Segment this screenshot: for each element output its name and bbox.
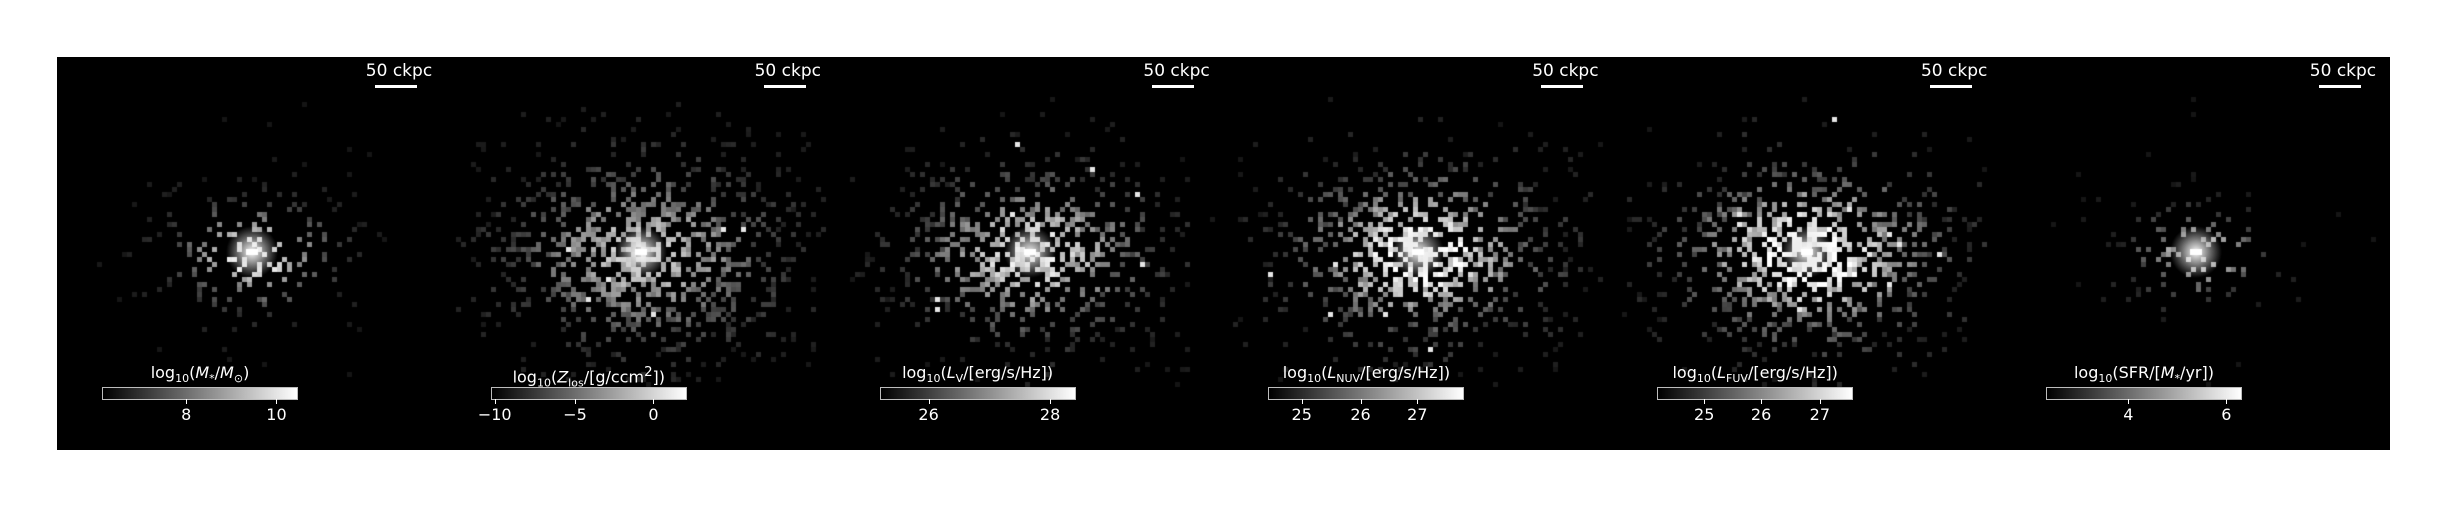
scalebar-line: [1152, 85, 1195, 88]
scalebar-label: 50 ckpc: [1920, 61, 1988, 81]
scalebar-line: [1929, 85, 1972, 88]
colorbar-gradient: [1268, 387, 1465, 400]
colorbar-tick-label: 0: [648, 405, 659, 424]
colorbar-tick: [1704, 399, 1706, 404]
colorbar-tick: [2128, 399, 2130, 404]
scalebar-label: 50 ckpc: [1143, 61, 1210, 81]
scalebar-label: 50 ckpc: [1532, 61, 1599, 81]
colorbar-tick-label: 25: [1694, 405, 1715, 424]
colorbar-tick: [186, 399, 188, 404]
colorbar-tick-label: 26: [1750, 405, 1772, 424]
scalebar-line: [2318, 85, 2361, 88]
colorbar-tick-label: 25: [1291, 405, 1312, 424]
panel-stellar-mass: 50 ckpc log10(M*/M⊙) 8 10: [57, 57, 446, 450]
panel-metallicity: 50 ckpc log10(Zlos/[g/ccm2]) −10 −5 0: [445, 57, 835, 450]
luminosity-nuv-map: [1223, 57, 1612, 450]
colorbar-tick: [1360, 399, 1362, 404]
scalebar-label: 50 ckpc: [754, 61, 821, 81]
colorbar-gradient: [879, 387, 1076, 400]
colorbar-label: log10(SFR/[M*/yr]): [2073, 363, 2214, 386]
scalebar: 50 ckpc: [1920, 61, 1988, 88]
metallicity-map: [445, 57, 834, 450]
scalebar-line: [763, 85, 806, 88]
colorbar-tick-label: 4: [2123, 405, 2134, 424]
colorbar-tick-label: 10: [266, 405, 287, 424]
colorbar-gradient: [490, 387, 687, 400]
colorbar-tick: [1761, 399, 1763, 404]
colorbar-tick: [1819, 399, 1821, 404]
panel-luminosity-v: 50 ckpc log10(LV/[erg/s/Hz]) 26 28: [834, 57, 1224, 450]
colorbar-tick: [276, 399, 278, 404]
stellar-mass-map: [57, 57, 445, 450]
scalebar: 50 ckpc: [1143, 61, 1210, 88]
colorbar-gradient: [1657, 387, 1854, 400]
panel-luminosity-nuv: 50 ckpc log10(LNUV/[erg/s/Hz]) 25 26 27: [1223, 57, 1612, 450]
colorbar-tick-label: 26: [1350, 405, 1371, 424]
colorbar-tick: [1301, 399, 1303, 404]
colorbar-tick: [653, 399, 655, 404]
colorbar-tick-label: 27: [1407, 405, 1428, 424]
colorbar-tick: [575, 399, 577, 404]
scalebar: 50 ckpc: [754, 61, 821, 88]
colorbar-tick: [1417, 399, 1419, 404]
scalebar-label: 50 ckpc: [365, 61, 433, 81]
colorbar-tick-label: 6: [2221, 405, 2232, 424]
colorbar-tick: [1050, 399, 1052, 404]
colorbar-tick: [494, 399, 496, 404]
colorbar-label: log10(LV/[erg/s/Hz]): [902, 363, 1054, 386]
luminosity-fuv-map: [1612, 57, 2001, 450]
colorbar-tick-label: 8: [181, 405, 192, 424]
colorbar-tick-label: 26: [918, 405, 939, 424]
colorbar-tick: [2226, 399, 2228, 404]
colorbar-tick-label: −5: [563, 405, 587, 424]
scalebar-line: [1541, 85, 1584, 88]
luminosity-v-map: [834, 57, 1223, 450]
colorbar-label: log10(LNUV/[erg/s/Hz]): [1282, 363, 1451, 386]
panel-luminosity-fuv: 50 ckpc log10(LFUV/[erg/s/Hz]) 25 26 27: [1612, 57, 2001, 450]
galaxy-map-figure: 50 ckpc log10(M*/M⊙) 8 10 50 ckpc log10(Z…: [57, 57, 2390, 450]
sfr-map: [2000, 57, 2389, 450]
panel-sfr: 50 ckpc log10(SFR/[M*/yr]) 4 6: [2000, 57, 2390, 450]
colorbar-label: log10(LFUV/[erg/s/Hz]): [1672, 363, 1838, 386]
scalebar: 50 ckpc: [2309, 61, 2377, 88]
scalebar-label: 50 ckpc: [2309, 61, 2377, 81]
colorbar-tick: [928, 399, 930, 404]
colorbar-label: log10(M*/M⊙): [150, 363, 250, 386]
scalebar: 50 ckpc: [365, 61, 433, 88]
colorbar-tick-label: 28: [1039, 405, 1061, 424]
colorbar-gradient: [2045, 387, 2242, 400]
colorbar-gradient: [102, 387, 298, 400]
scalebar-line: [374, 85, 417, 88]
colorbar-label: log10(Zlos/[g/ccm2]): [512, 365, 666, 390]
scalebar: 50 ckpc: [1532, 61, 1599, 88]
colorbar-tick-label: −10: [477, 405, 512, 424]
colorbar-tick-label: 27: [1809, 405, 1831, 424]
